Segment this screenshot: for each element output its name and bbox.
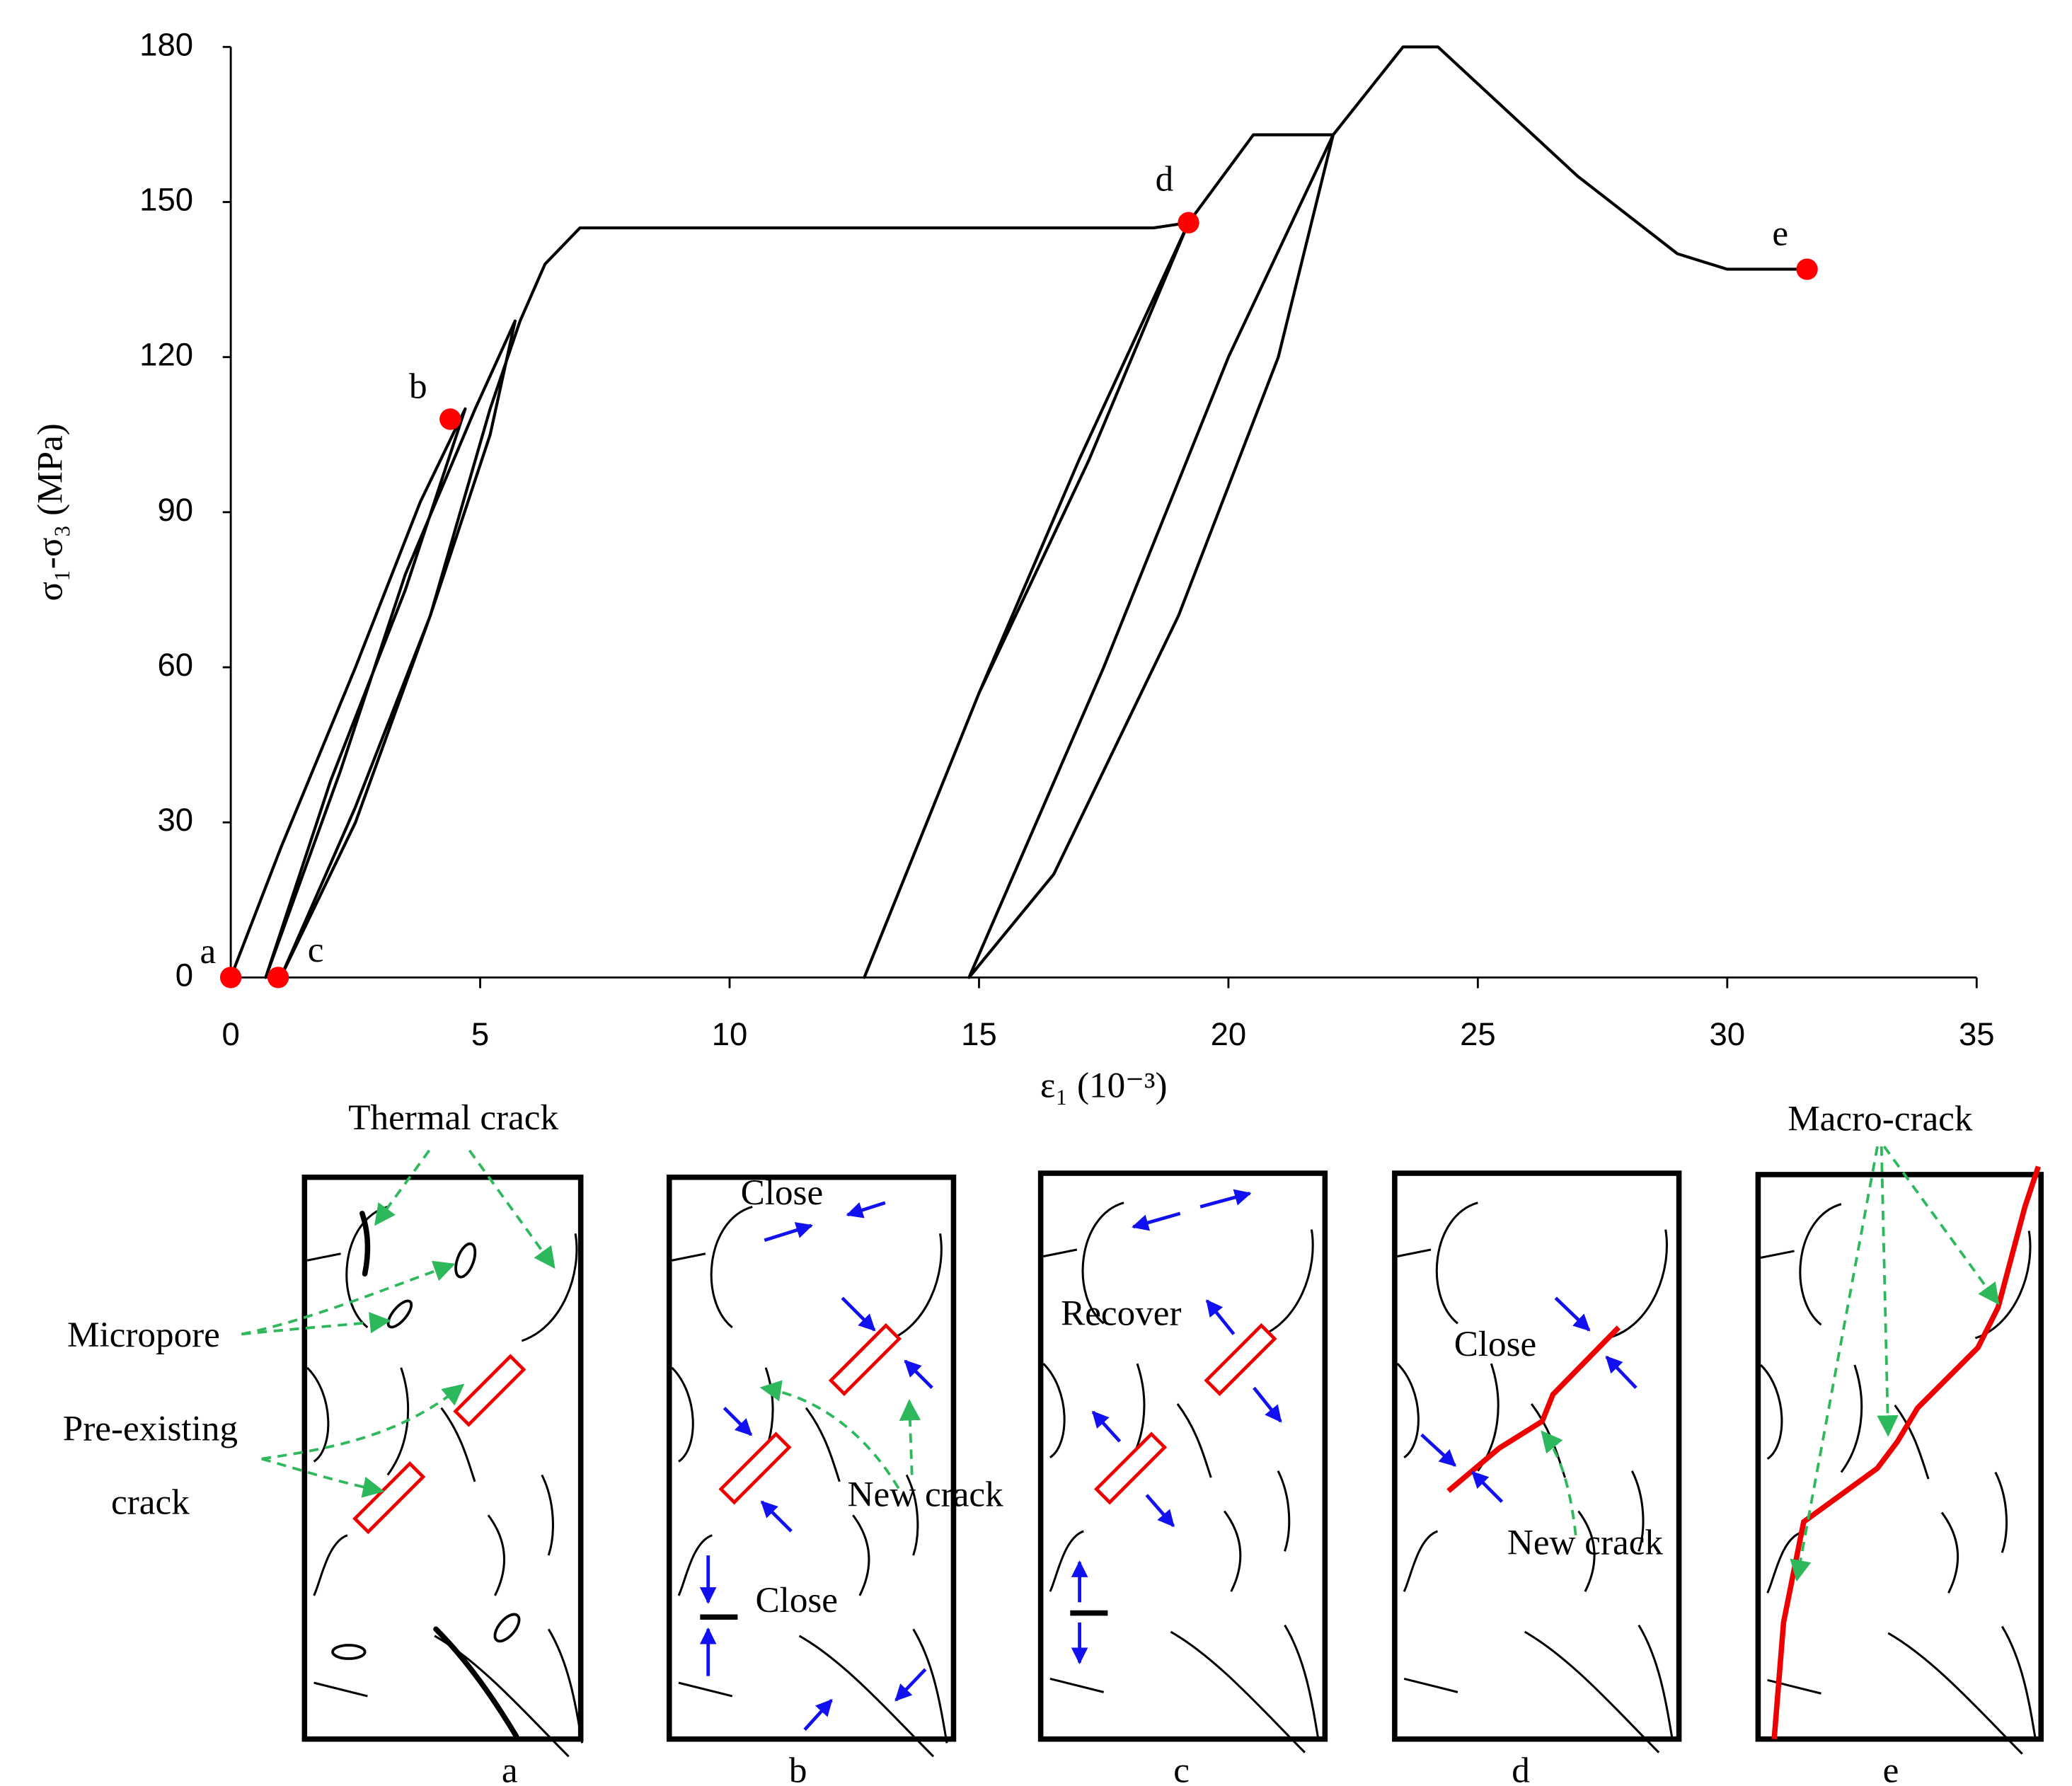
y-tick-label: 150	[139, 182, 193, 218]
x-tick-label: 30	[1710, 1016, 1746, 1052]
panel-caption: a	[502, 1751, 518, 1786]
y-axis-label: σ₁-σ₃ (MPa)	[30, 423, 71, 601]
annotation: New crack	[848, 1474, 1004, 1514]
point-label: d	[1156, 159, 1174, 200]
x-tick-label: 0	[221, 1016, 239, 1052]
panel-a	[241, 1149, 584, 1758]
panel-caption: c	[1173, 1751, 1190, 1786]
annotation: Close	[741, 1173, 824, 1213]
y-tick-label: 30	[157, 802, 193, 838]
panel-b	[666, 1174, 957, 1758]
curve	[229, 45, 1807, 979]
annotation: crack	[111, 1482, 190, 1523]
y-tick-label: 120	[139, 337, 193, 373]
annotation: Recover	[1061, 1294, 1181, 1334]
x-tick-label: 15	[961, 1016, 997, 1052]
state-point	[439, 408, 461, 430]
panel-d	[1392, 1170, 1682, 1754]
panel-e	[1755, 1146, 2044, 1756]
annotation: Micropore	[67, 1315, 220, 1355]
annotation: Close	[755, 1580, 838, 1620]
panel-c	[1037, 1170, 1328, 1754]
panels: a b c d e Thermal crack Micropore Pre-existing c…	[63, 1097, 2044, 1786]
point-label: e	[1772, 214, 1788, 254]
x-tick-label: 20	[1211, 1016, 1247, 1052]
x-tick-label: 35	[1959, 1016, 1995, 1052]
x-tick-label: 10	[712, 1016, 748, 1052]
state-point	[267, 967, 289, 989]
state-point	[219, 967, 242, 989]
y-tick-label: 90	[157, 492, 193, 528]
state-point	[1796, 258, 1818, 280]
y-tick-label: 60	[157, 647, 193, 683]
point-label: c	[308, 930, 324, 970]
chart: ε₁ (10⁻³) σ₁-σ₃ (MPa) 0 30 60 90 120 150 180 0 5…	[30, 26, 1995, 1105]
x-tick-label: 25	[1460, 1016, 1496, 1052]
state-point	[1178, 212, 1199, 234]
point-label: b	[409, 366, 427, 406]
x-tick-label: 5	[471, 1016, 489, 1052]
annotation: Close	[1454, 1324, 1537, 1364]
point-label: a	[200, 931, 217, 972]
panel-caption: d	[1512, 1751, 1530, 1786]
annotation: New crack	[1507, 1523, 1664, 1563]
panel-caption: e	[1883, 1751, 1899, 1786]
annotation: Thermal crack	[348, 1097, 558, 1138]
x-axis-label: ε₁ (10⁻³)	[1040, 1065, 1168, 1105]
y-tick-label: 180	[139, 26, 193, 62]
annotation: Macro-crack	[1788, 1099, 1973, 1139]
panel-caption: b	[789, 1751, 807, 1786]
y-tick-label: 0	[175, 957, 193, 993]
annotation: Pre-existing	[63, 1408, 238, 1448]
